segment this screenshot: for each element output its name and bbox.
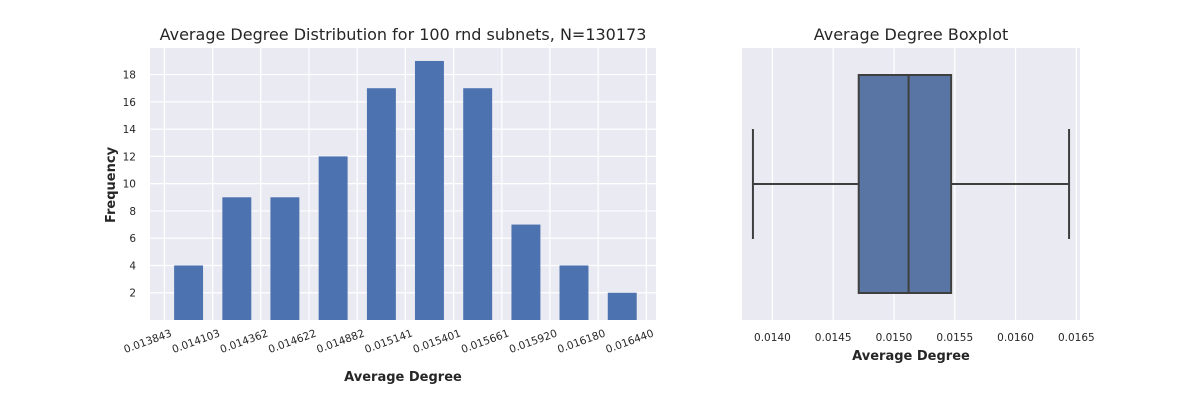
histogram-bar: [559, 265, 589, 320]
histogram-bars: [174, 60, 637, 320]
boxplot-x-tick-label: 0.0145: [815, 332, 852, 344]
boxplot-x-tick-label: 0.0140: [754, 332, 791, 344]
boxplot-x-tick-label: 0.0155: [936, 332, 973, 344]
boxplot-box: [857, 74, 953, 294]
histogram-y-axis-label: Frequency: [104, 146, 119, 223]
histogram-y-tick-label: 14: [123, 124, 137, 136]
histogram-bar: [174, 265, 204, 320]
histogram-bar: [511, 224, 541, 320]
boxplot-x-axis-label: Average Degree: [852, 349, 970, 364]
boxplot-x-tick-label: 0.0165: [1058, 332, 1095, 344]
histogram-bar: [607, 292, 637, 320]
histogram-y-tick-label: 8: [129, 206, 136, 218]
boxplot-x-ticks: 0.0140 0.0145 0.0150 0.0155 0.0160 0.0165: [754, 332, 1095, 344]
histogram-y-tick-label: 4: [129, 260, 136, 272]
histogram-x-tick-label: 0.016180: [556, 328, 607, 356]
histogram-gridlines: [150, 48, 656, 320]
histogram-x-tick-label: 0.015141: [363, 328, 414, 356]
histogram-x-tick-label: 0.016440: [604, 328, 655, 356]
histogram-y-tick-label: 2: [129, 288, 136, 300]
boxplot-panel: 0.0140 0.0145 0.0150 0.0155 0.0160 0.0165 Ave…: [742, 25, 1095, 364]
boxplot-title: Average Degree Boxplot: [814, 25, 1009, 44]
boxplot-elements: [751, 74, 1071, 294]
histogram-bar: [463, 88, 493, 320]
histogram-x-tick-label: 0.015401: [411, 328, 462, 356]
histogram-y-tick-label: 6: [129, 233, 136, 245]
histogram-y-tick-label: 16: [123, 97, 137, 109]
histogram-x-tick-label: 0.014362: [219, 328, 270, 356]
histogram-x-axis-label: Average Degree: [344, 370, 462, 385]
histogram-x-tick-label: 0.014103: [171, 328, 222, 356]
histogram-y-tick-label: 18: [123, 70, 136, 82]
histogram-bar: [414, 60, 444, 320]
histogram-y-ticks: 2 4 6 8 10 12 14 16 18: [123, 70, 137, 300]
histogram-bar: [270, 197, 300, 320]
histogram-y-tick-label: 12: [123, 151, 136, 163]
histogram-x-ticks: 0.0138430.0141030.0143620.0146220.014882…: [122, 328, 655, 356]
histogram-x-tick-label: 0.015661: [460, 328, 511, 356]
histogram-title: Average Degree Distribution for 100 rnd …: [160, 25, 647, 44]
histogram-bar: [222, 197, 252, 320]
histogram-x-tick-label: 0.014622: [267, 328, 318, 356]
boxplot-x-tick-label: 0.0160: [997, 332, 1034, 344]
boxplot-x-tick-label: 0.0150: [876, 332, 913, 344]
histogram-bar: [366, 88, 396, 320]
histogram-bar: [318, 156, 348, 320]
histogram-x-tick-label: 0.015920: [508, 328, 559, 356]
histogram-y-tick-label: 10: [123, 179, 136, 191]
histogram-x-tick-label: 0.013843: [122, 328, 173, 356]
histogram-x-tick-label: 0.014882: [315, 328, 366, 356]
